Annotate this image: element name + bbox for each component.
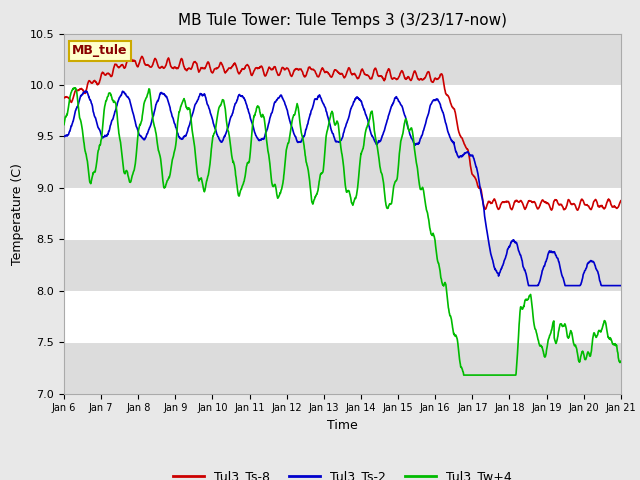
- Title: MB Tule Tower: Tule Temps 3 (3/23/17-now): MB Tule Tower: Tule Temps 3 (3/23/17-now…: [178, 13, 507, 28]
- Y-axis label: Temperature (C): Temperature (C): [11, 163, 24, 264]
- Bar: [64, 342, 621, 394]
- Bar: [64, 136, 621, 188]
- Legend: Tul3_Ts-8, Tul3_Ts-2, Tul3_Tw+4: Tul3_Ts-8, Tul3_Ts-2, Tul3_Tw+4: [168, 465, 517, 480]
- Bar: [64, 34, 621, 85]
- Bar: [64, 240, 621, 291]
- Text: MB_tule: MB_tule: [72, 44, 128, 58]
- X-axis label: Time: Time: [327, 419, 358, 432]
